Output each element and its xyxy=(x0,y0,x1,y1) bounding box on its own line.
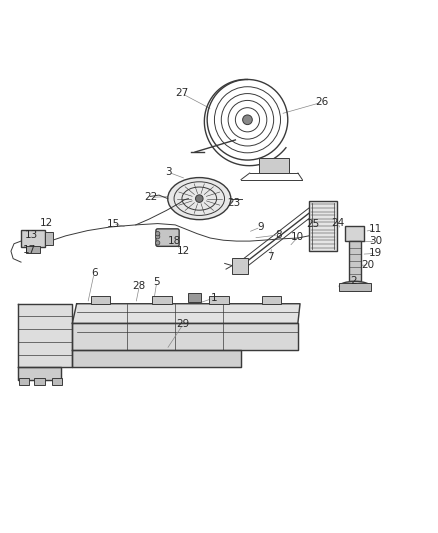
Polygon shape xyxy=(18,367,61,381)
Text: 18: 18 xyxy=(168,236,181,246)
Text: 2: 2 xyxy=(350,276,357,286)
Bar xyxy=(188,293,201,302)
Bar xyxy=(19,378,29,385)
Text: 29: 29 xyxy=(177,319,190,329)
Text: 7: 7 xyxy=(267,252,274,262)
Text: 27: 27 xyxy=(175,88,188,99)
FancyBboxPatch shape xyxy=(156,229,179,246)
Text: 5: 5 xyxy=(153,277,160,287)
Bar xyxy=(209,296,229,304)
Circle shape xyxy=(195,195,203,203)
Text: 25: 25 xyxy=(307,219,320,229)
Text: 8: 8 xyxy=(275,230,282,240)
Polygon shape xyxy=(72,350,241,367)
Text: 1: 1 xyxy=(210,293,217,303)
Text: 6: 6 xyxy=(91,268,98,278)
Text: 30: 30 xyxy=(369,236,382,246)
Bar xyxy=(52,378,62,385)
Text: 10: 10 xyxy=(291,232,304,242)
Bar xyxy=(45,232,53,245)
Polygon shape xyxy=(72,304,300,324)
Bar xyxy=(262,296,281,304)
Ellipse shape xyxy=(339,281,370,291)
Text: 26: 26 xyxy=(315,97,328,107)
Bar xyxy=(309,201,337,251)
Text: 20: 20 xyxy=(361,260,374,270)
Text: 24: 24 xyxy=(332,217,345,228)
Text: 9: 9 xyxy=(257,222,264,232)
Polygon shape xyxy=(18,304,72,367)
Bar xyxy=(34,378,45,385)
Circle shape xyxy=(155,241,160,245)
Text: 23: 23 xyxy=(228,198,241,208)
Text: 11: 11 xyxy=(369,224,382,235)
Text: 3: 3 xyxy=(165,167,172,177)
Bar xyxy=(349,241,361,280)
Ellipse shape xyxy=(168,177,231,220)
Bar xyxy=(232,258,248,273)
Text: 12: 12 xyxy=(39,217,53,228)
Bar xyxy=(258,158,289,173)
Bar xyxy=(339,282,371,290)
Text: 28: 28 xyxy=(133,281,146,291)
Circle shape xyxy=(243,115,252,125)
Circle shape xyxy=(155,235,160,239)
Text: 17: 17 xyxy=(23,245,36,255)
Text: 12: 12 xyxy=(177,246,190,256)
Bar xyxy=(91,296,110,304)
Polygon shape xyxy=(72,324,298,350)
Text: 19: 19 xyxy=(369,248,382,259)
Text: 22: 22 xyxy=(145,192,158,203)
Bar xyxy=(26,246,40,253)
Text: 13: 13 xyxy=(25,230,38,240)
Text: 15: 15 xyxy=(106,219,120,229)
Circle shape xyxy=(155,231,160,236)
Bar xyxy=(345,226,364,241)
Bar xyxy=(152,296,172,304)
Bar xyxy=(21,230,45,247)
